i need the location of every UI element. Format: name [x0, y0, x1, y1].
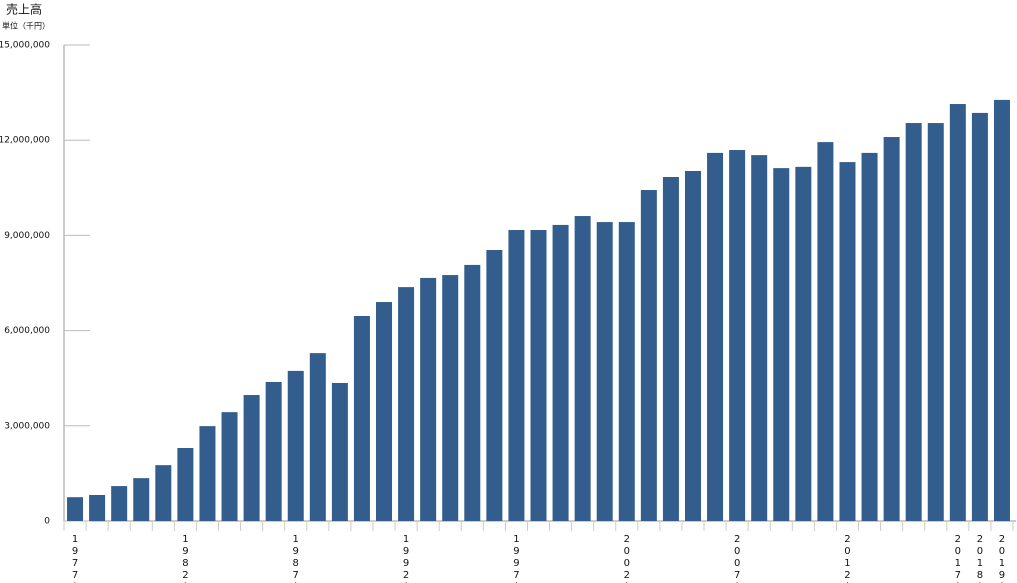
x-tick-label: 1992年 [401, 534, 413, 583]
bar [221, 412, 238, 521]
bar [949, 104, 966, 522]
y-tick-label: 12,000,000 [0, 136, 50, 146]
bar [486, 249, 503, 522]
x-tick-label: 2018年 [974, 534, 986, 583]
bar [662, 177, 679, 521]
x-tick-label: 1997年 [511, 534, 523, 583]
bar [795, 166, 812, 521]
bar [199, 426, 216, 521]
y-tick-label: 15,000,000 [0, 41, 50, 51]
bar [309, 353, 326, 521]
bar [111, 486, 128, 521]
x-tick-label: 2007年 [732, 534, 744, 583]
bar [133, 478, 150, 521]
x-tick-label: 2019年 [996, 534, 1008, 583]
bar [596, 222, 613, 521]
bar [773, 168, 790, 521]
bar [883, 137, 900, 521]
bar [552, 224, 569, 522]
bar [751, 155, 768, 521]
bar [243, 395, 260, 521]
bar [618, 222, 635, 521]
bar [67, 497, 84, 521]
bar [640, 190, 657, 521]
bar [817, 142, 834, 521]
bar [508, 230, 525, 521]
bar [177, 448, 194, 521]
bar [155, 465, 172, 521]
bar [442, 275, 459, 521]
bar [353, 316, 370, 521]
bar [839, 162, 856, 521]
bar [331, 382, 348, 521]
chart-title: 売上高 [6, 2, 42, 17]
bar [398, 287, 415, 521]
bar [287, 370, 304, 521]
bar [265, 382, 282, 521]
x-tick-label: 1987年 [290, 534, 302, 583]
x-tick-label: 1982年 [180, 534, 192, 583]
bar [574, 216, 591, 521]
bar [707, 152, 724, 522]
y-tick-label: 3,000,000 [4, 421, 50, 431]
bar [729, 150, 746, 521]
bar [376, 302, 393, 521]
bar [89, 494, 106, 521]
bar [971, 112, 988, 521]
y-tick-label: 6,000,000 [4, 326, 50, 336]
x-tick-label: 2002年 [621, 534, 633, 583]
bar [927, 123, 944, 522]
bar [905, 123, 922, 522]
bar [861, 152, 878, 522]
bar [993, 99, 1010, 521]
bar [464, 264, 481, 521]
x-tick-label: 1977年 [70, 534, 82, 583]
y-tick-label: 0 [44, 517, 50, 527]
chart-subtitle: 単位（千円） [2, 21, 50, 31]
bar [420, 277, 437, 521]
x-tick-label: 2012年 [842, 534, 854, 583]
bar [530, 230, 547, 521]
x-tick-label: 2017年 [952, 534, 964, 583]
bar [684, 170, 701, 522]
y-tick-label: 9,000,000 [4, 231, 50, 241]
